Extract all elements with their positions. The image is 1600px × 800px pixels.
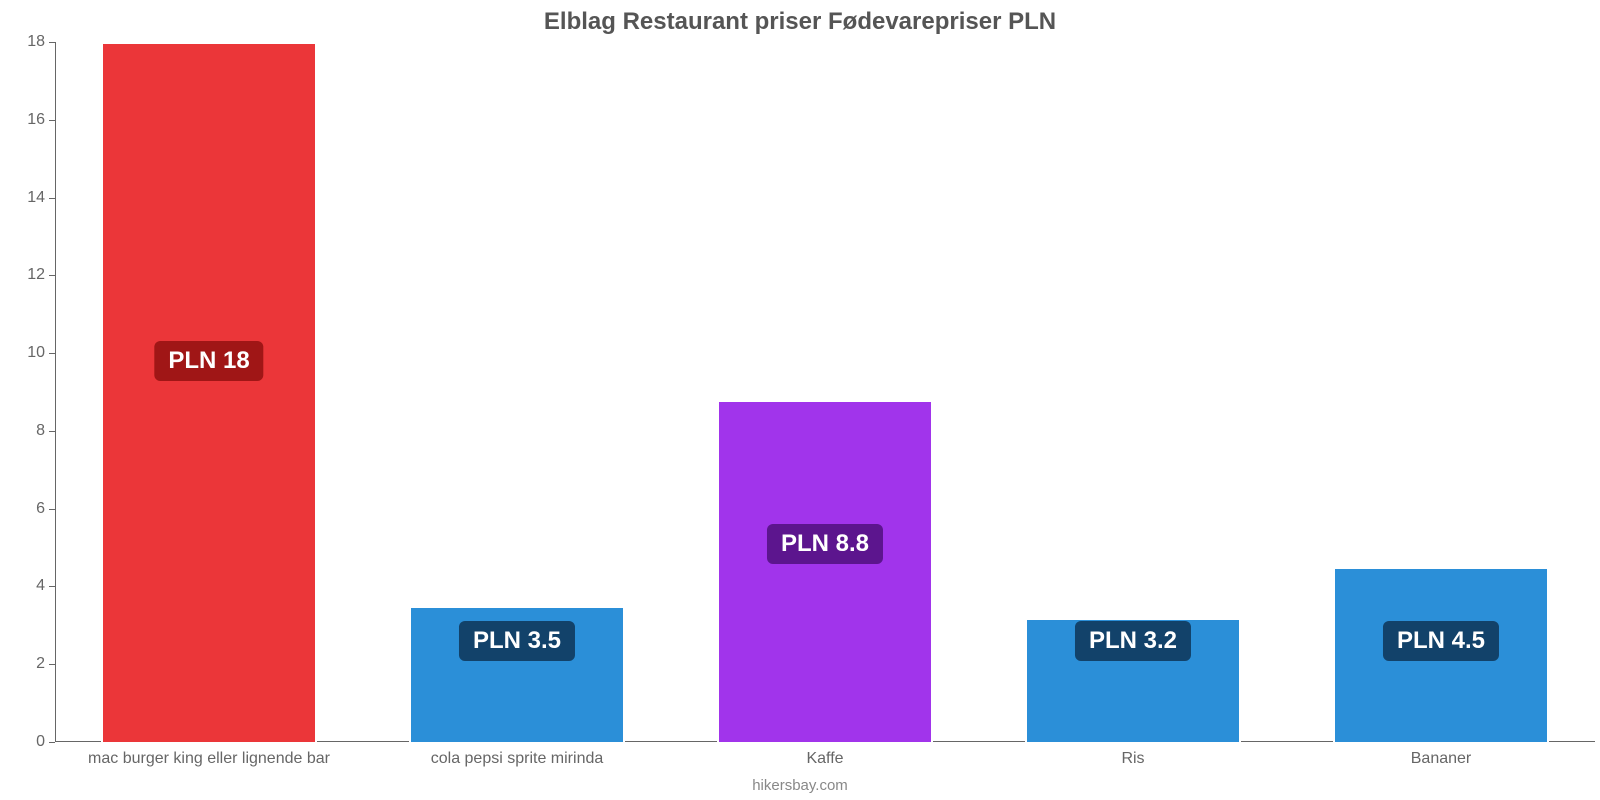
y-tick-label: 8 bbox=[5, 422, 45, 440]
plot-area: 024681012141618mac burger king eller lig… bbox=[55, 42, 1595, 742]
y-tick-label: 10 bbox=[5, 344, 45, 362]
bar bbox=[717, 400, 933, 742]
value-badge: PLN 3.2 bbox=[1075, 621, 1191, 661]
y-tick-label: 0 bbox=[5, 733, 45, 751]
x-tick-label: Ris bbox=[1121, 750, 1144, 768]
chart-container: Elblag Restaurant priser Fødevarepriser … bbox=[0, 0, 1600, 800]
y-tick-mark bbox=[49, 586, 55, 587]
y-tick-mark bbox=[49, 353, 55, 354]
y-tick-label: 12 bbox=[5, 266, 45, 284]
y-tick-mark bbox=[49, 198, 55, 199]
y-tick-mark bbox=[49, 275, 55, 276]
y-tick-mark bbox=[49, 664, 55, 665]
value-badge: PLN 3.5 bbox=[459, 621, 575, 661]
x-tick-label: Kaffe bbox=[806, 750, 843, 768]
attribution-text: hikersbay.com bbox=[0, 777, 1600, 794]
y-tick-label: 18 bbox=[5, 33, 45, 51]
y-tick-label: 14 bbox=[5, 189, 45, 207]
value-badge: PLN 18 bbox=[154, 341, 263, 381]
value-badge: PLN 8.8 bbox=[767, 524, 883, 564]
y-tick-mark bbox=[49, 431, 55, 432]
y-tick-label: 16 bbox=[5, 111, 45, 129]
chart-title: Elblag Restaurant priser Fødevarepriser … bbox=[0, 8, 1600, 36]
x-tick-label: mac burger king eller lignende bar bbox=[88, 750, 330, 768]
y-tick-mark bbox=[49, 742, 55, 743]
bar bbox=[101, 42, 317, 742]
y-tick-mark bbox=[49, 509, 55, 510]
y-tick-mark bbox=[49, 42, 55, 43]
y-tick-label: 6 bbox=[5, 500, 45, 518]
value-badge: PLN 4.5 bbox=[1383, 621, 1499, 661]
y-tick-label: 4 bbox=[5, 577, 45, 595]
y-tick-label: 2 bbox=[5, 655, 45, 673]
y-tick-mark bbox=[49, 120, 55, 121]
y-axis-line bbox=[55, 42, 56, 742]
x-tick-label: cola pepsi sprite mirinda bbox=[431, 750, 604, 768]
x-tick-label: Bananer bbox=[1411, 750, 1472, 768]
